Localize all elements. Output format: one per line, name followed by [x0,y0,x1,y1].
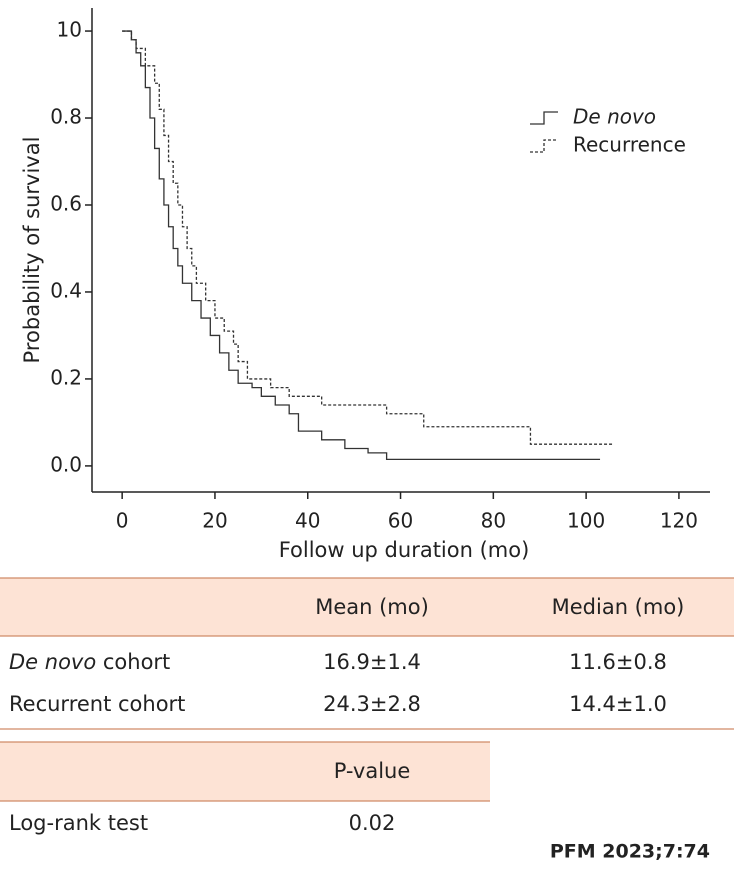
legend-label: De novo [573,105,656,129]
column-header: Median (mo) [552,595,685,619]
survival-curve [122,30,601,461]
y-tick-label: 0.2 [50,365,82,389]
legend-label: Recurrence [573,133,686,157]
x-tick-label: 20 [202,509,227,533]
legend-swatch [530,111,558,125]
y-tick-label: 10 [57,18,82,42]
table-cell: 16.9±1.4 [323,650,421,674]
footer: PFM 2023;7:74 [550,841,710,863]
x-tick-label: 60 [388,509,413,533]
y-tick-label: 0.4 [50,278,82,302]
row-label-part: De novo [9,650,103,674]
table-header-bg [0,578,734,636]
y-axis-label: Probability of survival [20,137,44,364]
y-tick-label: 0.8 [50,105,82,129]
table-cell: 0.02 [349,811,396,835]
x-axis-label: Follow up duration (mo) [279,538,530,562]
row-label: Log-rank test [9,811,148,835]
column-header: Mean (mo) [315,595,429,619]
row-label: De novo cohort [9,650,170,674]
x-tick-label: 80 [481,509,506,533]
row-label: Recurrent cohort [9,692,185,716]
table-cell: 14.4±1.0 [569,692,667,716]
table-header-bg [0,742,490,801]
survival-curve [122,30,614,445]
x-tick-label: 120 [660,509,698,533]
table-cell: 24.3±2.8 [323,692,421,716]
x-tick-label: 0 [116,509,129,533]
x-tick-label: 40 [295,509,320,533]
y-tick-label: 0.0 [50,452,82,476]
table-cell: 11.6±0.8 [569,650,667,674]
column-header: P-value [334,759,411,783]
row-label-part: Recurrent cohort [9,692,185,716]
row-label-part: cohort [103,650,170,674]
y-tick-label: 0.6 [50,191,82,215]
legend-swatch [530,139,558,153]
row-label-part: Log-rank test [9,811,148,835]
x-tick-label: 100 [567,509,605,533]
